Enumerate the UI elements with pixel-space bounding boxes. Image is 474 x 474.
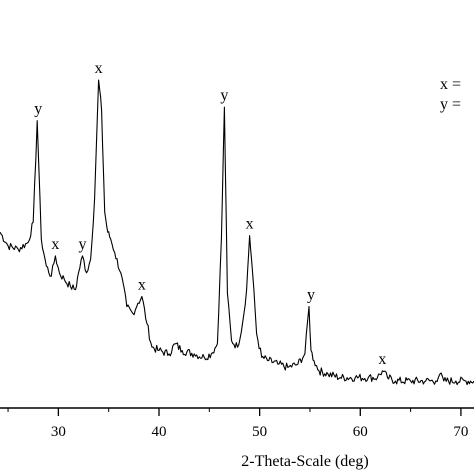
x-tick-label: 30: [51, 424, 66, 440]
peak-label-x: x: [246, 216, 254, 233]
legend-entry-x: x =: [440, 76, 461, 93]
peak-label-y: y: [79, 236, 87, 253]
peak-label-x: x: [138, 276, 146, 293]
x-axis-label: 2-Theta-Scale (deg): [241, 453, 368, 470]
xrd-pattern-line: [0, 79, 474, 386]
peak-label-x: x: [95, 60, 103, 77]
peak-label-x: x: [51, 236, 59, 253]
peak-label-y: y: [34, 101, 42, 118]
peak-label-x: x: [378, 351, 386, 368]
peak-label-y: y: [220, 87, 228, 104]
x-tick-label: 40: [152, 424, 167, 440]
x-tick-label: 70: [453, 424, 468, 440]
annotations: y x y x x y x y x: [34, 60, 386, 368]
legend-entry-y: y =: [440, 96, 461, 113]
legend: x = y =: [440, 76, 461, 113]
series-group: [0, 79, 474, 386]
x-tick-label: 60: [353, 424, 368, 440]
x-tick-label: 50: [252, 424, 267, 440]
peak-label-y: y: [307, 287, 315, 304]
axes: 30 40 50 60 70: [0, 407, 474, 440]
